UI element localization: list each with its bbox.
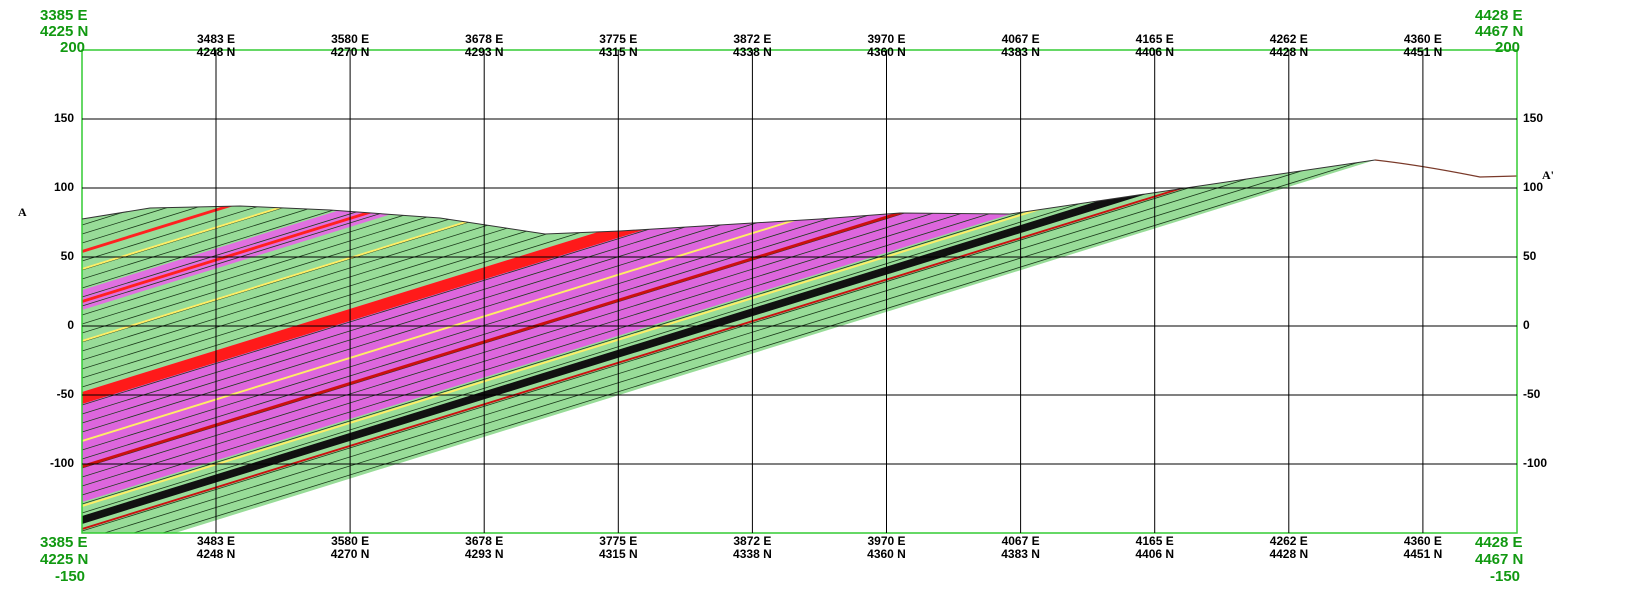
stratum-line — [82, 160, 1375, 307]
column-e: 3678 E — [465, 32, 503, 46]
stratum — [82, 160, 1375, 502]
corner-elev: 200 — [60, 39, 85, 56]
column-n: 4428 N — [1269, 547, 1308, 561]
column-e: 3970 E — [867, 32, 905, 46]
corner-n: 4467 N — [1475, 23, 1523, 40]
stratum-line — [82, 160, 1375, 280]
elevation-label: -50 — [57, 387, 75, 401]
elevation-label: 150 — [54, 111, 74, 125]
column-n: 4360 N — [867, 547, 906, 561]
stratum-line — [82, 160, 1375, 533]
column-e: 4165 E — [1136, 534, 1174, 548]
stratum-line — [82, 160, 1375, 533]
column-n: 4451 N — [1404, 547, 1443, 561]
elevation-label: 100 — [54, 180, 74, 194]
column-n: 4293 N — [465, 547, 504, 561]
stratum-line — [82, 160, 1375, 316]
stratum — [82, 160, 1375, 530]
column-e: 3970 E — [867, 534, 905, 548]
topo-line — [1374, 159, 1518, 178]
section-start: A — [18, 205, 27, 219]
corner-e: 3385 E — [40, 534, 88, 551]
column-n: 4428 N — [1269, 45, 1308, 59]
stratum-line — [82, 160, 1375, 334]
stratum-line — [82, 160, 1375, 352]
ground-surface — [81, 159, 1376, 235]
column-n: 4315 N — [599, 547, 638, 561]
column-e: 3483 E — [197, 534, 235, 548]
column-e: 4262 E — [1270, 32, 1308, 46]
stratum-line — [82, 160, 1375, 298]
corner-n: 4467 N — [1475, 551, 1523, 568]
column-e: 3775 E — [599, 534, 637, 548]
column-n: 4248 N — [197, 45, 236, 59]
column-e: 3872 E — [733, 32, 771, 46]
column-n: 4406 N — [1135, 45, 1174, 59]
elevation-label: -100 — [50, 456, 74, 470]
column-n: 4451 N — [1404, 45, 1443, 59]
column-n: 4383 N — [1001, 547, 1040, 561]
elevation-label: -100 — [1523, 456, 1547, 470]
column-n: 4338 N — [733, 547, 772, 561]
corner-e: 4428 E — [1475, 7, 1523, 24]
column-e: 4067 E — [1002, 32, 1040, 46]
corner-elev: -150 — [1490, 568, 1520, 585]
elevation-label: 50 — [61, 249, 75, 263]
elevation-label: 0 — [1523, 318, 1530, 332]
stratum — [82, 160, 1375, 442]
corner-n: 4225 N — [40, 23, 88, 40]
column-e: 4360 E — [1404, 534, 1442, 548]
column-e: 3483 E — [197, 32, 235, 46]
column-n: 4248 N — [197, 547, 236, 561]
stratum-line — [82, 160, 1375, 433]
stratum — [82, 160, 1375, 524]
column-e: 4262 E — [1270, 534, 1308, 548]
corner-elev: 200 — [1495, 39, 1520, 56]
stratum — [82, 160, 1375, 468]
stratum-line — [82, 160, 1375, 289]
column-n: 4315 N — [599, 45, 638, 59]
stratum-line — [82, 160, 1375, 533]
column-n: 4293 N — [465, 45, 504, 59]
stratum-line — [82, 160, 1375, 460]
column-e: 4360 E — [1404, 32, 1442, 46]
column-e: 4067 E — [1002, 534, 1040, 548]
column-n: 4383 N — [1001, 45, 1040, 59]
column-n: 4270 N — [331, 547, 370, 561]
stratum-line — [82, 160, 1375, 496]
frame — [81, 49, 1518, 534]
column-n: 4338 N — [733, 45, 772, 59]
elevation-label: 50 — [1523, 249, 1537, 263]
column-e: 3872 E — [733, 534, 771, 548]
column-e: 3580 E — [331, 32, 369, 46]
stratum-line — [82, 160, 1375, 478]
stratum — [82, 160, 1375, 342]
elevation-label: 0 — [67, 318, 74, 332]
stratum-line — [82, 160, 1375, 361]
column-n: 4360 N — [867, 45, 906, 59]
corner-n: 4225 N — [40, 551, 88, 568]
elevation-label: 100 — [1523, 180, 1543, 194]
stratum-line — [82, 160, 1375, 487]
column-n: 4406 N — [1135, 547, 1174, 561]
corner-e: 3385 E — [40, 7, 88, 24]
corner-elev: -150 — [55, 568, 85, 585]
elevation-label: -50 — [1523, 387, 1541, 401]
column-e: 3580 E — [331, 534, 369, 548]
column-e: 3678 E — [465, 534, 503, 548]
stratum-line — [82, 160, 1375, 325]
strata — [82, 160, 1375, 533]
section-end: A' — [1542, 168, 1554, 182]
stratum-line — [82, 160, 1375, 451]
corner-e: 4428 E — [1475, 534, 1523, 551]
column-e: 3775 E — [599, 32, 637, 46]
elevation-label: 150 — [1523, 111, 1543, 125]
column-n: 4270 N — [331, 45, 370, 59]
column-e: 4165 E — [1136, 32, 1174, 46]
stratum-line — [82, 160, 1375, 532]
